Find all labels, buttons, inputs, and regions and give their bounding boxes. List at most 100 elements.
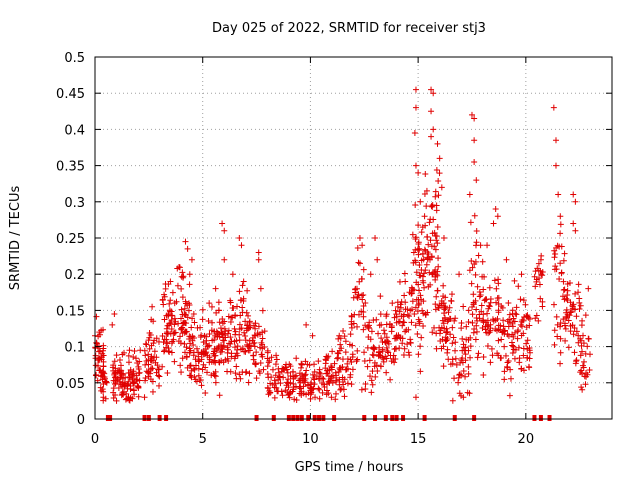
data-point — [354, 293, 361, 300]
data-point — [308, 386, 315, 393]
data-point — [413, 269, 420, 276]
data-point — [135, 393, 142, 400]
data-point — [471, 115, 478, 122]
data-point — [307, 381, 314, 388]
data-point — [179, 269, 186, 276]
data-point — [393, 313, 400, 320]
data-point — [442, 338, 449, 345]
data-point — [476, 293, 483, 300]
data-point — [342, 338, 349, 345]
data-point — [434, 272, 441, 279]
data-point — [570, 331, 577, 338]
data-point — [323, 387, 330, 394]
data-point — [399, 340, 406, 347]
data-point — [171, 358, 178, 365]
data-point — [471, 158, 478, 165]
data-point — [479, 258, 486, 265]
data-point — [460, 303, 467, 310]
data-point — [511, 277, 518, 284]
data-point — [347, 374, 354, 381]
data-point — [195, 353, 202, 360]
data-point — [582, 350, 589, 357]
data-point — [344, 360, 351, 367]
data-point — [142, 361, 149, 368]
data-point — [408, 319, 415, 326]
data-point — [386, 320, 393, 327]
data-point — [234, 303, 241, 310]
data-point — [155, 372, 162, 379]
data-point — [561, 250, 568, 257]
data-point — [412, 322, 419, 329]
data-point — [225, 330, 232, 337]
data-point — [182, 238, 189, 245]
data-point — [557, 360, 564, 367]
data-point — [518, 271, 525, 278]
data-point — [439, 336, 446, 343]
data-point — [511, 355, 518, 362]
data-point — [348, 381, 355, 388]
data-point — [493, 327, 500, 334]
zero-marker — [390, 415, 395, 421]
data-point — [189, 315, 196, 322]
data-point — [480, 286, 487, 293]
data-point — [557, 335, 564, 342]
data-point — [487, 299, 494, 306]
data-point — [160, 348, 167, 355]
data-point — [401, 270, 408, 277]
data-point — [560, 257, 567, 264]
data-point — [113, 352, 120, 359]
data-point — [164, 369, 171, 376]
data-point — [432, 266, 439, 273]
data-point — [416, 320, 423, 327]
data-point — [336, 332, 343, 339]
data-point — [418, 257, 425, 264]
data-point — [554, 333, 561, 340]
data-point — [159, 297, 166, 304]
data-point — [229, 305, 236, 312]
data-point — [473, 227, 480, 234]
data-point — [181, 340, 188, 347]
y-tick-label: 0.45 — [56, 87, 85, 102]
data-point — [452, 355, 459, 362]
data-point — [410, 249, 417, 256]
data-point — [487, 359, 494, 366]
data-point — [413, 296, 420, 303]
data-point — [211, 328, 218, 335]
data-point — [240, 278, 247, 285]
data-point — [324, 370, 331, 377]
data-point — [482, 296, 489, 303]
zero-marker — [108, 415, 113, 421]
data-point — [171, 315, 178, 322]
data-point — [580, 340, 587, 347]
data-point — [156, 382, 163, 389]
data-point — [550, 301, 557, 308]
data-point — [136, 369, 143, 376]
data-point — [238, 325, 245, 332]
data-point — [335, 350, 342, 357]
zero-marker — [383, 415, 388, 421]
data-point — [179, 294, 186, 301]
zero-marker — [157, 415, 162, 421]
data-point — [236, 337, 243, 344]
data-point — [196, 377, 203, 384]
data-point — [361, 349, 368, 356]
data-point — [417, 198, 424, 205]
data-point — [311, 361, 318, 368]
data-point — [472, 336, 479, 343]
data-point — [127, 394, 134, 401]
data-point — [202, 389, 209, 396]
data-point — [167, 308, 174, 315]
data-point — [486, 284, 493, 291]
data-point — [480, 371, 487, 378]
data-point — [243, 327, 250, 334]
data-point — [473, 306, 480, 313]
data-point — [145, 337, 152, 344]
data-point — [156, 373, 163, 380]
data-point — [216, 319, 223, 326]
data-point — [178, 315, 185, 322]
data-point — [194, 324, 201, 331]
data-point — [315, 358, 322, 365]
data-point — [572, 198, 579, 205]
data-point — [112, 365, 119, 372]
data-point — [358, 386, 365, 393]
